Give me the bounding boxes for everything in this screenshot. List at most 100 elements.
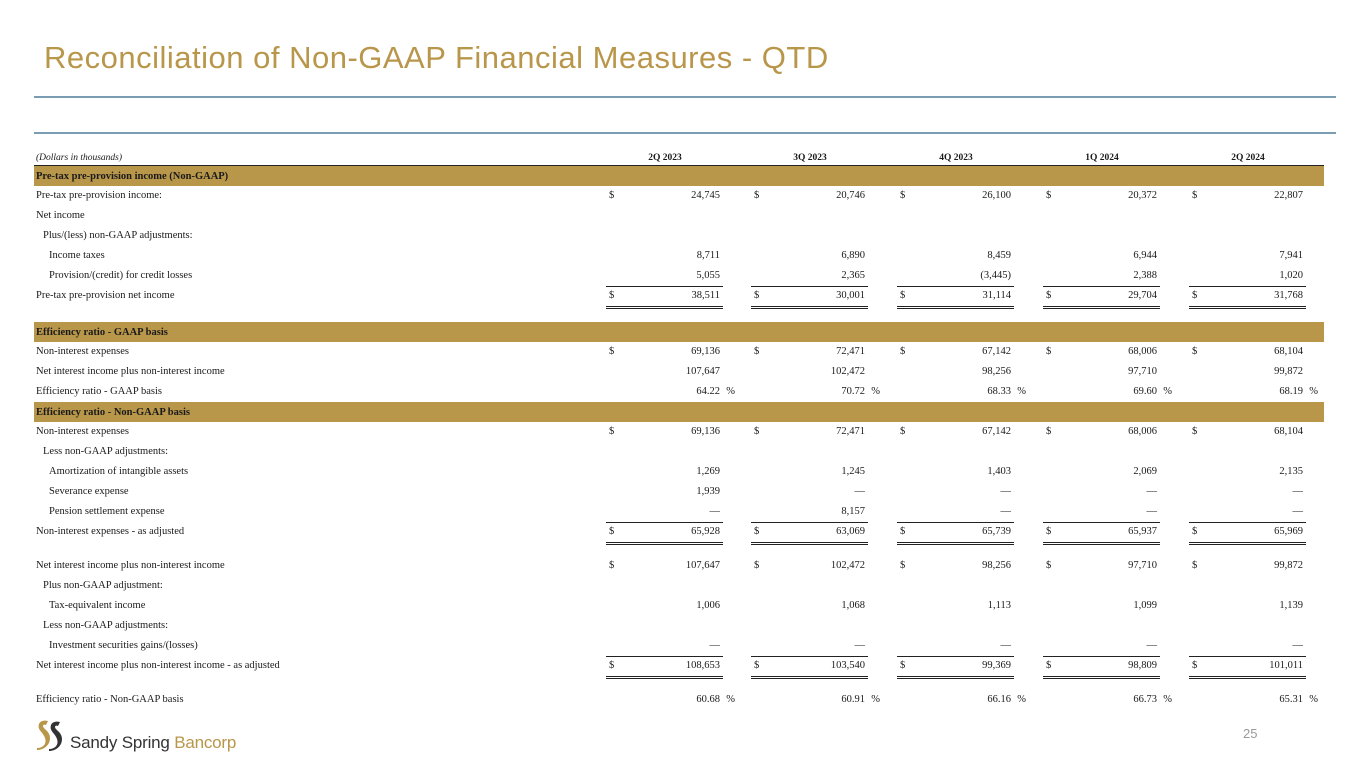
value-cell: $63,069 — [751, 522, 868, 545]
dollar-sign: $ — [900, 526, 906, 537]
section-header-label: Efficiency ratio - GAAP basis — [36, 327, 168, 338]
cell-value: 68.33 — [987, 386, 1011, 397]
value-cell: $30,001 — [751, 286, 868, 309]
cell-value: — — [854, 640, 866, 651]
column-header: 3Q 2023 — [793, 153, 827, 163]
value-cell: 2,388 — [1043, 266, 1160, 287]
section-header-row: Efficiency ratio - Non-GAAP basis — [34, 402, 1324, 422]
table-top-divider — [34, 132, 1336, 134]
value-cell: — — [1189, 482, 1306, 502]
percent-sign: % — [1163, 386, 1172, 397]
column-header: 4Q 2023 — [939, 153, 973, 163]
dollar-sign: $ — [1192, 426, 1198, 437]
cell-value: 30,001 — [836, 290, 865, 301]
value-cell: $31,768 — [1189, 286, 1306, 309]
cell-value: 1,139 — [1279, 600, 1303, 611]
dollar-sign: $ — [754, 560, 760, 571]
row-label: Net interest income plus non-interest in… — [36, 366, 225, 377]
dollar-sign: $ — [1046, 290, 1052, 301]
page-number: 25 — [1243, 726, 1258, 741]
row-label: Net interest income plus non-interest in… — [36, 660, 280, 671]
column-header: 2Q 2023 — [648, 153, 682, 163]
value-cell: 1,113 — [897, 596, 1014, 616]
cell-value: 97,710 — [1128, 366, 1157, 377]
value-cell: (3,445) — [897, 266, 1014, 287]
value-cell: $24,745 — [606, 186, 723, 206]
dollar-sign: $ — [1046, 660, 1052, 671]
table-row: Income taxes 8,711 6,890 8,459 6,944 7,941 — [34, 246, 1324, 266]
cell-value: 65,739 — [982, 526, 1011, 537]
cell-value: 1,006 — [696, 600, 720, 611]
percent-sign: % — [1017, 386, 1026, 397]
brand-name-part2: Bancorp — [169, 733, 237, 752]
cell-value: — — [1292, 506, 1304, 517]
percent-sign: % — [726, 386, 735, 397]
dollar-sign: $ — [900, 190, 906, 201]
value-cell: — — [1043, 482, 1160, 502]
cell-value: 31,768 — [1274, 290, 1303, 301]
cell-value: 1,269 — [696, 466, 720, 477]
cell-value: — — [709, 506, 721, 517]
row-label: Non-interest expenses — [36, 346, 130, 357]
dollar-sign: $ — [609, 190, 615, 201]
dollar-sign: $ — [900, 660, 906, 671]
dollar-sign: $ — [1046, 560, 1052, 571]
value-cell: $102,472 — [751, 556, 868, 576]
value-cell: $68,006 — [1043, 422, 1160, 442]
cell-value: 8,711 — [696, 250, 720, 261]
cell-value: 2,135 — [1279, 466, 1303, 477]
value-cell: 7,941 — [1189, 246, 1306, 266]
cell-value: — — [1146, 486, 1158, 497]
row-label: Amortization of intangible assets — [49, 466, 189, 477]
value-cell: $65,937 — [1043, 522, 1160, 545]
cell-value: 98,809 — [1128, 660, 1157, 671]
brand-name: Sandy Spring Bancorp — [70, 733, 236, 753]
page-title: Reconciliation of Non-GAAP Financial Mea… — [44, 40, 829, 75]
section-header-label: Pre-tax pre-provision income (Non-GAAP) — [36, 171, 229, 182]
column-header: 1Q 2024 — [1085, 153, 1119, 163]
value-cell: $68,104 — [1189, 422, 1306, 442]
cell-value: 1,099 — [1133, 600, 1157, 611]
dollar-sign: $ — [1192, 290, 1198, 301]
cell-value: 1,939 — [696, 486, 720, 497]
table-row: Non-interest expenses - as adjusted $65,9… — [34, 522, 1324, 545]
row-label: Investment securities gains/(losses) — [49, 640, 198, 651]
value-cell: 6,944 — [1043, 246, 1160, 266]
value-cell: 1,139 — [1189, 596, 1306, 616]
value-cell: 1,403 — [897, 462, 1014, 482]
table-row: Investment securities gains/(losses) — — — —… — [34, 636, 1324, 657]
table-row: Tax-equivalent income 1,006 1,068 1,113 1,09… — [34, 596, 1324, 616]
row-label: Net income — [36, 210, 85, 221]
value-cell: — — [897, 482, 1014, 502]
value-cell: 98,256 — [897, 362, 1014, 382]
dollar-sign: $ — [1192, 346, 1198, 357]
row-label: Plus non-GAAP adjustment: — [43, 580, 163, 591]
cell-value: 99,872 — [1274, 560, 1303, 571]
cell-value: — — [1292, 640, 1304, 651]
cell-value: 67,142 — [982, 346, 1011, 357]
cell-value: 98,256 — [982, 366, 1011, 377]
dollar-sign: $ — [609, 560, 615, 571]
cell-value: 68,006 — [1128, 346, 1157, 357]
value-cell: 66.73% — [1043, 690, 1172, 710]
percent-sign: % — [1017, 694, 1026, 705]
cell-value: 60.68 — [696, 694, 720, 705]
table-row: Less non-GAAP adjustments: — [34, 442, 1324, 462]
row-label: Net interest income plus non-interest in… — [36, 560, 225, 571]
cell-value: — — [1292, 486, 1304, 497]
cell-value: 101,011 — [1269, 660, 1303, 671]
value-cell: 1,068 — [751, 596, 868, 616]
table-row: Net interest income plus non-interest in… — [34, 362, 1324, 382]
dollar-sign: $ — [900, 560, 906, 571]
value-cell: $99,369 — [897, 656, 1014, 679]
cell-value: 1,068 — [841, 600, 865, 611]
cell-value: 65,937 — [1128, 526, 1157, 537]
percent-sign: % — [871, 386, 880, 397]
table-header-row: (Dollars in thousands) 2Q 2023 3Q 2023 4… — [34, 148, 1324, 166]
dollar-sign: $ — [754, 290, 760, 301]
value-cell: 1,006 — [606, 596, 723, 616]
value-cell: $65,928 — [606, 522, 723, 545]
cell-value: 107,647 — [685, 560, 720, 571]
dollar-sign: $ — [754, 660, 760, 671]
row-label: Tax-equivalent income — [49, 600, 146, 611]
